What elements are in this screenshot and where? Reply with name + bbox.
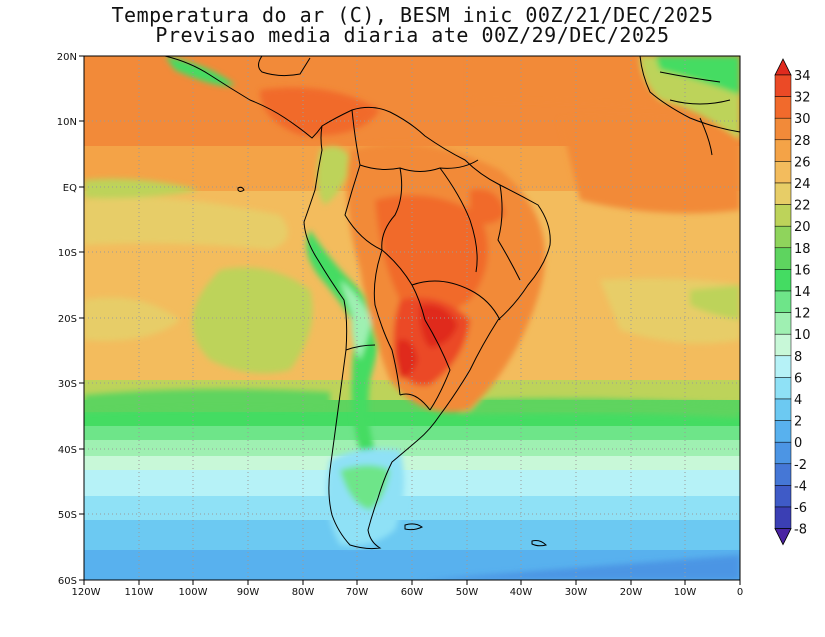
lon-label-80w: 80W [292, 587, 315, 598]
lon-label-10w: 10W [674, 587, 697, 598]
colorbar-segment [774, 74, 792, 97]
lon-ticks [83, 580, 741, 585]
lat-label-10n: 10N [57, 117, 77, 128]
lon-label-60w: 60W [401, 587, 424, 598]
colorbar-segment [774, 377, 792, 400]
colorbar-segment [774, 333, 792, 357]
lon-label-110w: 110W [125, 587, 154, 598]
lon-label-30w: 30W [565, 587, 588, 598]
colorbar-segment [774, 269, 792, 292]
colorbar-segment [774, 225, 792, 249]
lat-label-20n: 20N [57, 52, 77, 63]
colorbar-segment [774, 485, 792, 508]
colorbar-segment [774, 161, 792, 184]
lat-ticks [79, 55, 84, 581]
lat-label-30s: 30S [58, 379, 77, 390]
colorbar-label: -4 [794, 479, 807, 494]
colorbar-min-arrow [774, 528, 792, 546]
colorbar-segment [774, 247, 792, 270]
colorbar-segment [774, 441, 792, 465]
colorbar-label: 34 [794, 69, 811, 84]
colorbar-label: -8 [794, 523, 807, 538]
colorbar-label: 28 [794, 134, 811, 149]
lat-label-60s: 60S [58, 576, 77, 587]
colorbar-max-arrow [774, 58, 792, 76]
colorbar-label: 22 [794, 199, 811, 214]
colorbar-segment [774, 355, 792, 378]
colorbar-segment [774, 139, 792, 162]
colorbar-label: 8 [794, 350, 802, 365]
lat-label-eq: EQ [63, 183, 77, 194]
lon-label-50w: 50W [456, 587, 479, 598]
colorbar-segment [774, 204, 792, 227]
colorbar-label: 4 [794, 393, 802, 408]
colorbar-label: 12 [794, 307, 811, 322]
colorbar-label: 32 [794, 91, 811, 106]
map-title-line1: Temperatura do ar (C), BESM inic 00Z/21/… [111, 3, 714, 27]
lat-label-40s: 40S [58, 445, 77, 456]
colorbar-segment [774, 312, 792, 335]
map-title-line2: Previsao media diaria ate 00Z/29/DEC/202… [155, 23, 670, 47]
colorbar-segment [774, 420, 792, 443]
lon-label-120w: 120W [72, 587, 101, 598]
lon-label-90w: 90W [237, 587, 260, 598]
colorbar-label: 2 [794, 415, 802, 430]
colorbar-label: 0 [794, 436, 802, 451]
lat-label-50s: 50S [58, 510, 77, 521]
temperature-field [84, 56, 740, 580]
lat-label-10s: 10S [58, 248, 77, 259]
lat-label-20s: 20S [58, 314, 77, 325]
lon-label-0: 0 [737, 587, 743, 598]
colorbar-segment [774, 182, 792, 205]
colorbar-segment [774, 96, 792, 119]
lon-label-100w: 100W [179, 587, 208, 598]
colorbar-label: 16 [794, 263, 811, 278]
colorbar-label: 20 [794, 220, 811, 235]
colorbar-label: 30 [794, 112, 811, 127]
colorbar-label: 14 [794, 285, 811, 300]
colorbar-segment [774, 398, 792, 421]
lon-label-70w: 70W [346, 587, 369, 598]
colorbar-segment [774, 463, 792, 486]
colorbar-segment [774, 290, 792, 313]
colorbar-segment [774, 117, 792, 141]
coastlines [164, 56, 740, 550]
colorbar-label: -6 [794, 501, 807, 516]
colorbar-label: 24 [794, 177, 811, 192]
lon-label-40w: 40W [510, 587, 533, 598]
colorbar-segment [774, 506, 792, 529]
lon-label-20w: 20W [620, 587, 643, 598]
colorbar-label: 26 [794, 155, 811, 170]
graticule [84, 56, 740, 580]
colorbar-label: -2 [794, 458, 807, 473]
colorbar-label: 18 [794, 242, 811, 257]
colorbar-label: 6 [794, 371, 802, 386]
colorbar-label: 10 [794, 328, 811, 343]
